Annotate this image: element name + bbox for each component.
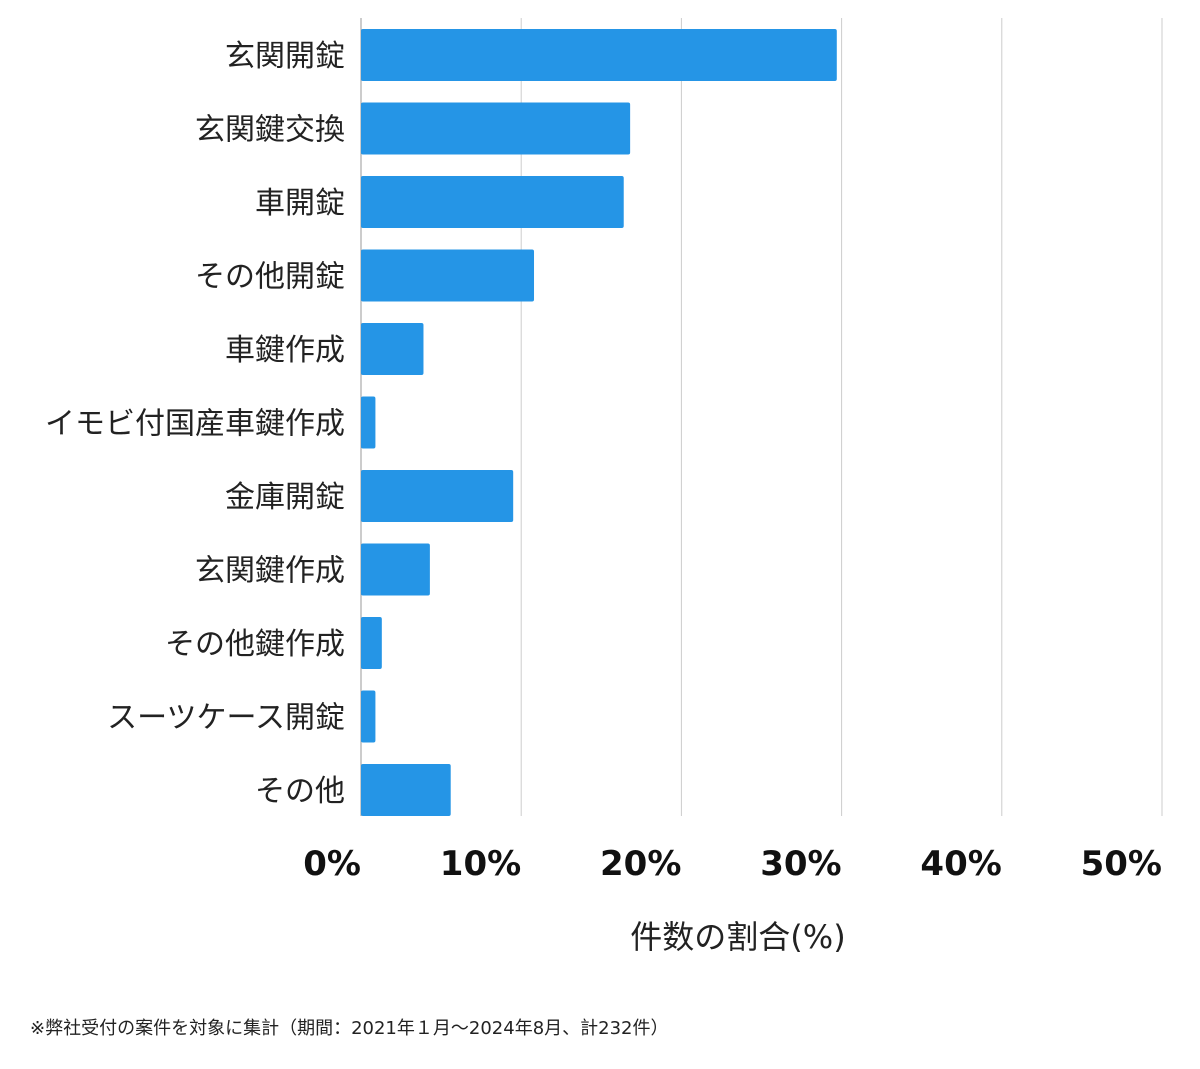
bar [361, 396, 376, 449]
bar [361, 249, 535, 302]
x-tick-label: 40% [920, 844, 1001, 884]
category-label: スーツケース開錠 [107, 701, 345, 736]
category-label: 車鍵作成 [225, 333, 345, 368]
bar [361, 617, 382, 669]
bar-chart: 玄関開錠玄関鍵交換車開錠その他開錠車鍵作成イモビ付国産車鍵作成金庫開錠玄関鍵作成… [45, 18, 1163, 956]
bar [361, 323, 424, 375]
category-label: 車開錠 [255, 186, 345, 221]
bar [361, 29, 837, 81]
bar [361, 690, 376, 743]
category-label: 玄関鍵作成 [195, 554, 345, 589]
x-tick-label: 20% [600, 844, 681, 884]
category-label: 玄関鍵交換 [195, 113, 345, 148]
x-axis-label: 件数の割合(%) [630, 918, 845, 956]
category-label: 玄関開錠 [225, 39, 345, 74]
x-tick-label: 50% [1081, 844, 1162, 884]
footnote: ※弊社受付の案件を対象に集計（期間：2021年１月〜2024年8月、計232件） [30, 1018, 669, 1039]
x-tick-label: 10% [440, 844, 521, 884]
bar [361, 543, 430, 596]
x-tick-label: 30% [760, 844, 841, 884]
category-label: その他鍵作成 [165, 627, 345, 662]
category-label: その他開錠 [195, 260, 345, 295]
bar [361, 102, 631, 155]
x-tick-label: 0% [303, 844, 361, 884]
category-label: イモビ付国産車鍵作成 [45, 407, 345, 442]
bar [361, 764, 451, 816]
bar [361, 176, 624, 228]
category-label: 金庫開錠 [225, 480, 345, 515]
category-label: その他 [255, 774, 345, 809]
bar [361, 470, 514, 522]
